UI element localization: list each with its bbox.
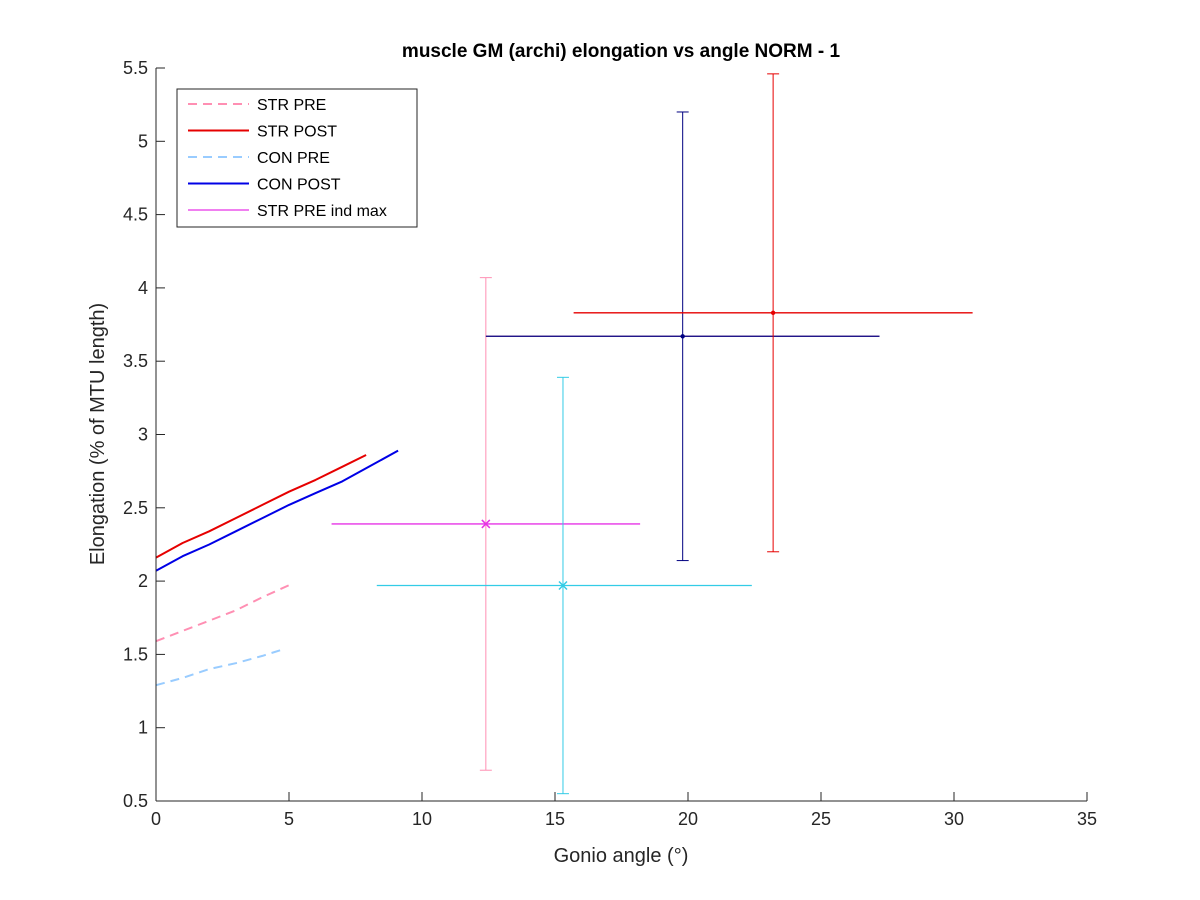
legend-label: CON POST	[257, 177, 341, 194]
y-tick-label: 2	[138, 571, 148, 591]
series-layer	[155, 449, 399, 687]
errorbar-marker-dot	[770, 310, 776, 316]
x-axis-label: Gonio angle (°)	[554, 845, 689, 867]
y-tick-label: 1	[138, 718, 148, 738]
legend-label: STR POST	[257, 124, 337, 141]
y-tick-label: 1.5	[123, 644, 148, 664]
x-tick-label: 5	[284, 809, 294, 829]
y-tick-label: 3	[138, 425, 148, 445]
chart-title: muscle GM (archi) elongation vs angle NO…	[402, 41, 841, 62]
legend: STR PRE STR POST CON PRE CON POST STR PRE in…	[176, 88, 418, 228]
errorbar	[573, 73, 973, 553]
series-line	[155, 649, 282, 687]
y-tick-label: 5.5	[123, 58, 148, 78]
errorbar-marker-x	[558, 580, 568, 591]
x-tick-label: 10	[412, 809, 432, 829]
x-tick-label: 15	[545, 809, 565, 829]
errorbar	[485, 111, 880, 562]
series-line	[155, 583, 293, 643]
errorbar	[331, 519, 641, 529]
x-tick-label: 0	[151, 809, 161, 829]
x-tick-label: 35	[1077, 809, 1097, 829]
y-axis-label: Elongation (% of MTU length)	[87, 303, 109, 565]
y-tick-label: 4	[138, 278, 148, 298]
errorbar-marker-dot	[680, 334, 685, 339]
x-tick-label: 25	[811, 809, 831, 829]
legend-box	[176, 88, 418, 228]
errorbar-marker-x	[481, 519, 491, 529]
legend-label: CON PRE	[257, 150, 330, 167]
x-axis-ticks: 0 5 10 15 20 25 30 35	[151, 792, 1097, 829]
series-line	[155, 454, 367, 559]
y-tick-label: 2.5	[123, 498, 148, 518]
y-tick-label: 4.5	[123, 205, 148, 225]
y-tick-label: 5	[138, 131, 148, 151]
errorbar-layer	[331, 73, 973, 795]
legend-label: STR PRE	[257, 97, 326, 114]
y-tick-label: 0.5	[123, 791, 148, 811]
legend-label: STR PRE ind max	[257, 203, 387, 220]
y-tick-label: 3.5	[123, 351, 148, 371]
x-tick-label: 30	[944, 809, 964, 829]
errorbar	[376, 376, 752, 795]
legend-entries: STR PRE STR POST CON PRE CON POST STR PRE in…	[188, 97, 387, 220]
series-line	[155, 449, 399, 572]
x-tick-label: 20	[678, 809, 698, 829]
y-axis-ticks: 0.5 1 1.5 2 2.5 3 3.5 4 4.5 5 5.5	[123, 58, 165, 811]
